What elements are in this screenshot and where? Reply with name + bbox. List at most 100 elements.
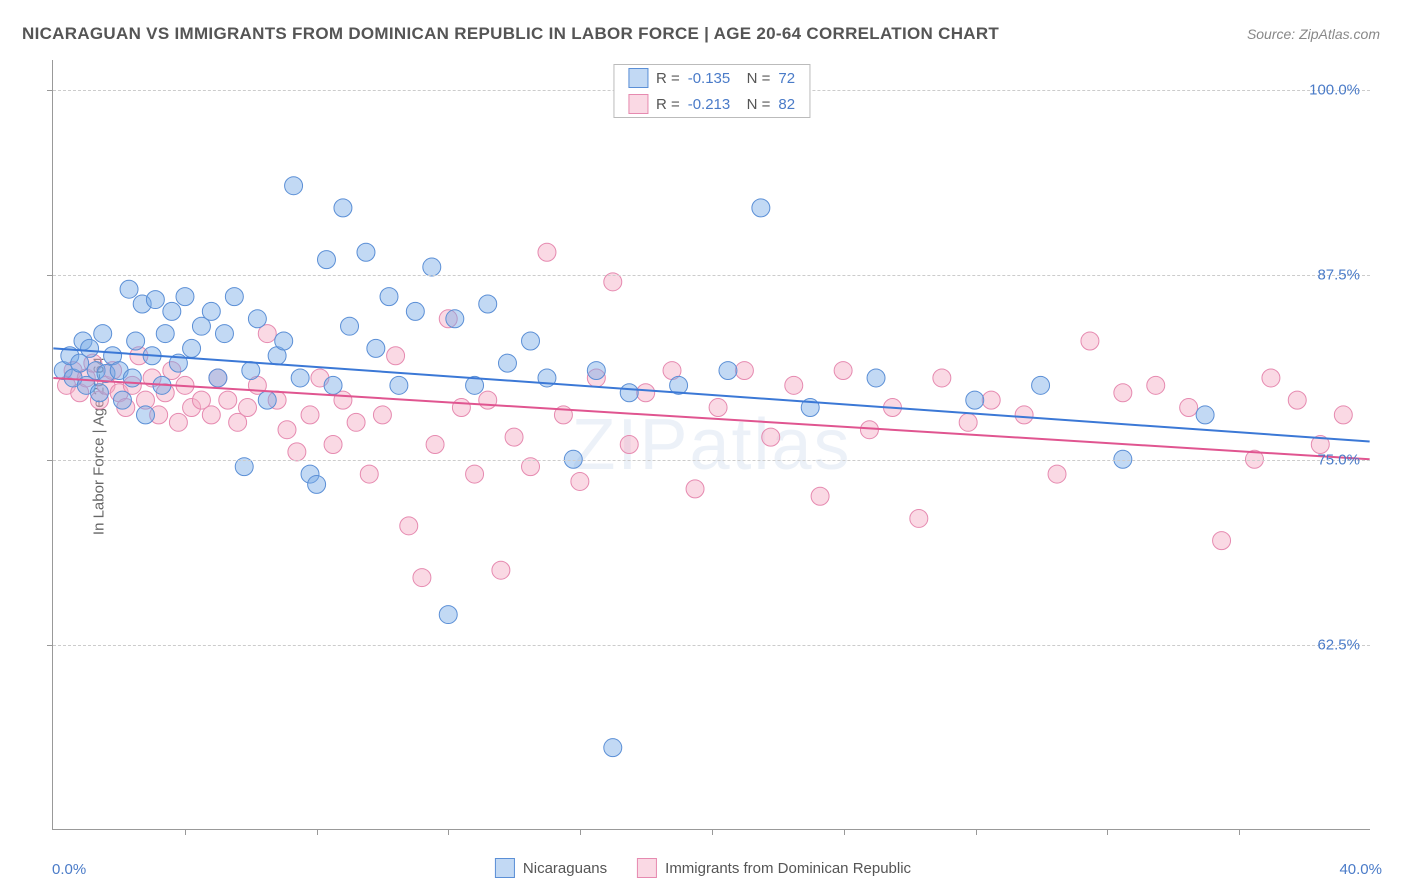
- scatter-point: [288, 443, 306, 461]
- scatter-point: [686, 480, 704, 498]
- scatter-point: [301, 406, 319, 424]
- gridline: [53, 460, 1370, 461]
- scatter-point: [709, 399, 727, 417]
- scatter-point: [479, 391, 497, 409]
- scatter-point: [1048, 465, 1066, 483]
- x-tick: [580, 829, 581, 835]
- scatter-point: [373, 406, 391, 424]
- scatter-point: [413, 569, 431, 587]
- scatter-point: [156, 325, 174, 343]
- n-label: N =: [738, 70, 770, 87]
- scatter-point: [248, 310, 266, 328]
- trend-line: [53, 348, 1369, 441]
- scatter-point: [719, 362, 737, 380]
- stats-row: R = -0.213 N = 82: [614, 91, 809, 117]
- scatter-point: [604, 739, 622, 757]
- n-value-2: 82: [778, 96, 795, 113]
- scatter-point: [505, 428, 523, 446]
- scatter-point: [360, 465, 378, 483]
- scatter-point: [1147, 376, 1165, 394]
- scatter-point: [1032, 376, 1050, 394]
- scatter-point: [146, 291, 164, 309]
- scatter-point: [202, 406, 220, 424]
- scatter-point: [587, 362, 605, 380]
- scatter-point: [1114, 384, 1132, 402]
- scatter-point: [492, 561, 510, 579]
- x-axis-min-label: 0.0%: [52, 861, 86, 878]
- r-value-1: -0.135: [688, 70, 731, 87]
- scatter-point: [452, 399, 470, 417]
- scatter-point: [426, 436, 444, 454]
- scatter-point: [387, 347, 405, 365]
- scatter-point: [620, 384, 638, 402]
- scatter-point: [439, 606, 457, 624]
- scatter-point: [785, 376, 803, 394]
- stats-legend: R = -0.135 N = 72 R = -0.213 N = 82: [613, 64, 810, 118]
- scatter-point: [215, 325, 233, 343]
- scatter-point: [867, 369, 885, 387]
- scatter-point: [966, 391, 984, 409]
- y-tick: [47, 275, 53, 276]
- scatter-svg: [53, 60, 1370, 829]
- scatter-point: [479, 295, 497, 313]
- scatter-point: [1015, 406, 1033, 424]
- scatter-point: [367, 339, 385, 357]
- scatter-point: [380, 288, 398, 306]
- scatter-point: [169, 413, 187, 431]
- scatter-point: [334, 199, 352, 217]
- scatter-point: [137, 406, 155, 424]
- scatter-point: [123, 369, 141, 387]
- scatter-point: [113, 391, 131, 409]
- scatter-point: [933, 369, 951, 387]
- trend-line: [53, 378, 1369, 459]
- y-tick-label: 87.5%: [1317, 266, 1360, 283]
- n-label: N =: [738, 96, 770, 113]
- scatter-point: [341, 317, 359, 335]
- scatter-point: [910, 509, 928, 527]
- scatter-point: [219, 391, 237, 409]
- scatter-point: [522, 332, 540, 350]
- scatter-point: [1288, 391, 1306, 409]
- swatch-series-2: [637, 858, 657, 878]
- scatter-point: [291, 369, 309, 387]
- scatter-point: [285, 177, 303, 195]
- y-tick: [47, 645, 53, 646]
- n-value-1: 72: [778, 70, 795, 87]
- scatter-point: [735, 362, 753, 380]
- y-tick-label: 62.5%: [1317, 636, 1360, 653]
- scatter-point: [209, 369, 227, 387]
- scatter-point: [538, 243, 556, 261]
- scatter-point: [400, 517, 418, 535]
- scatter-point: [1081, 332, 1099, 350]
- scatter-point: [225, 288, 243, 306]
- scatter-point: [390, 376, 408, 394]
- gridline: [53, 645, 1370, 646]
- x-tick: [976, 829, 977, 835]
- scatter-point: [446, 310, 464, 328]
- x-tick: [448, 829, 449, 835]
- scatter-point: [242, 362, 260, 380]
- scatter-point: [324, 376, 342, 394]
- scatter-point: [571, 472, 589, 490]
- scatter-point: [982, 391, 1000, 409]
- scatter-point: [752, 199, 770, 217]
- scatter-point: [1262, 369, 1280, 387]
- series-1-name: Nicaraguans: [523, 860, 607, 877]
- scatter-point: [762, 428, 780, 446]
- x-axis-max-label: 40.0%: [1339, 861, 1382, 878]
- scatter-point: [1334, 406, 1352, 424]
- scatter-point: [466, 465, 484, 483]
- scatter-point: [90, 384, 108, 402]
- y-tick-label: 100.0%: [1309, 81, 1360, 98]
- scatter-point: [183, 339, 201, 357]
- scatter-point: [127, 332, 145, 350]
- scatter-point: [347, 413, 365, 431]
- r-label: R =: [656, 96, 680, 113]
- y-tick-label: 75.0%: [1317, 451, 1360, 468]
- scatter-point: [94, 325, 112, 343]
- scatter-point: [163, 302, 181, 320]
- bottom-legend: Nicaraguans Immigrants from Dominican Re…: [495, 858, 911, 878]
- gridline: [53, 275, 1370, 276]
- scatter-point: [423, 258, 441, 276]
- swatch-series-1: [495, 858, 515, 878]
